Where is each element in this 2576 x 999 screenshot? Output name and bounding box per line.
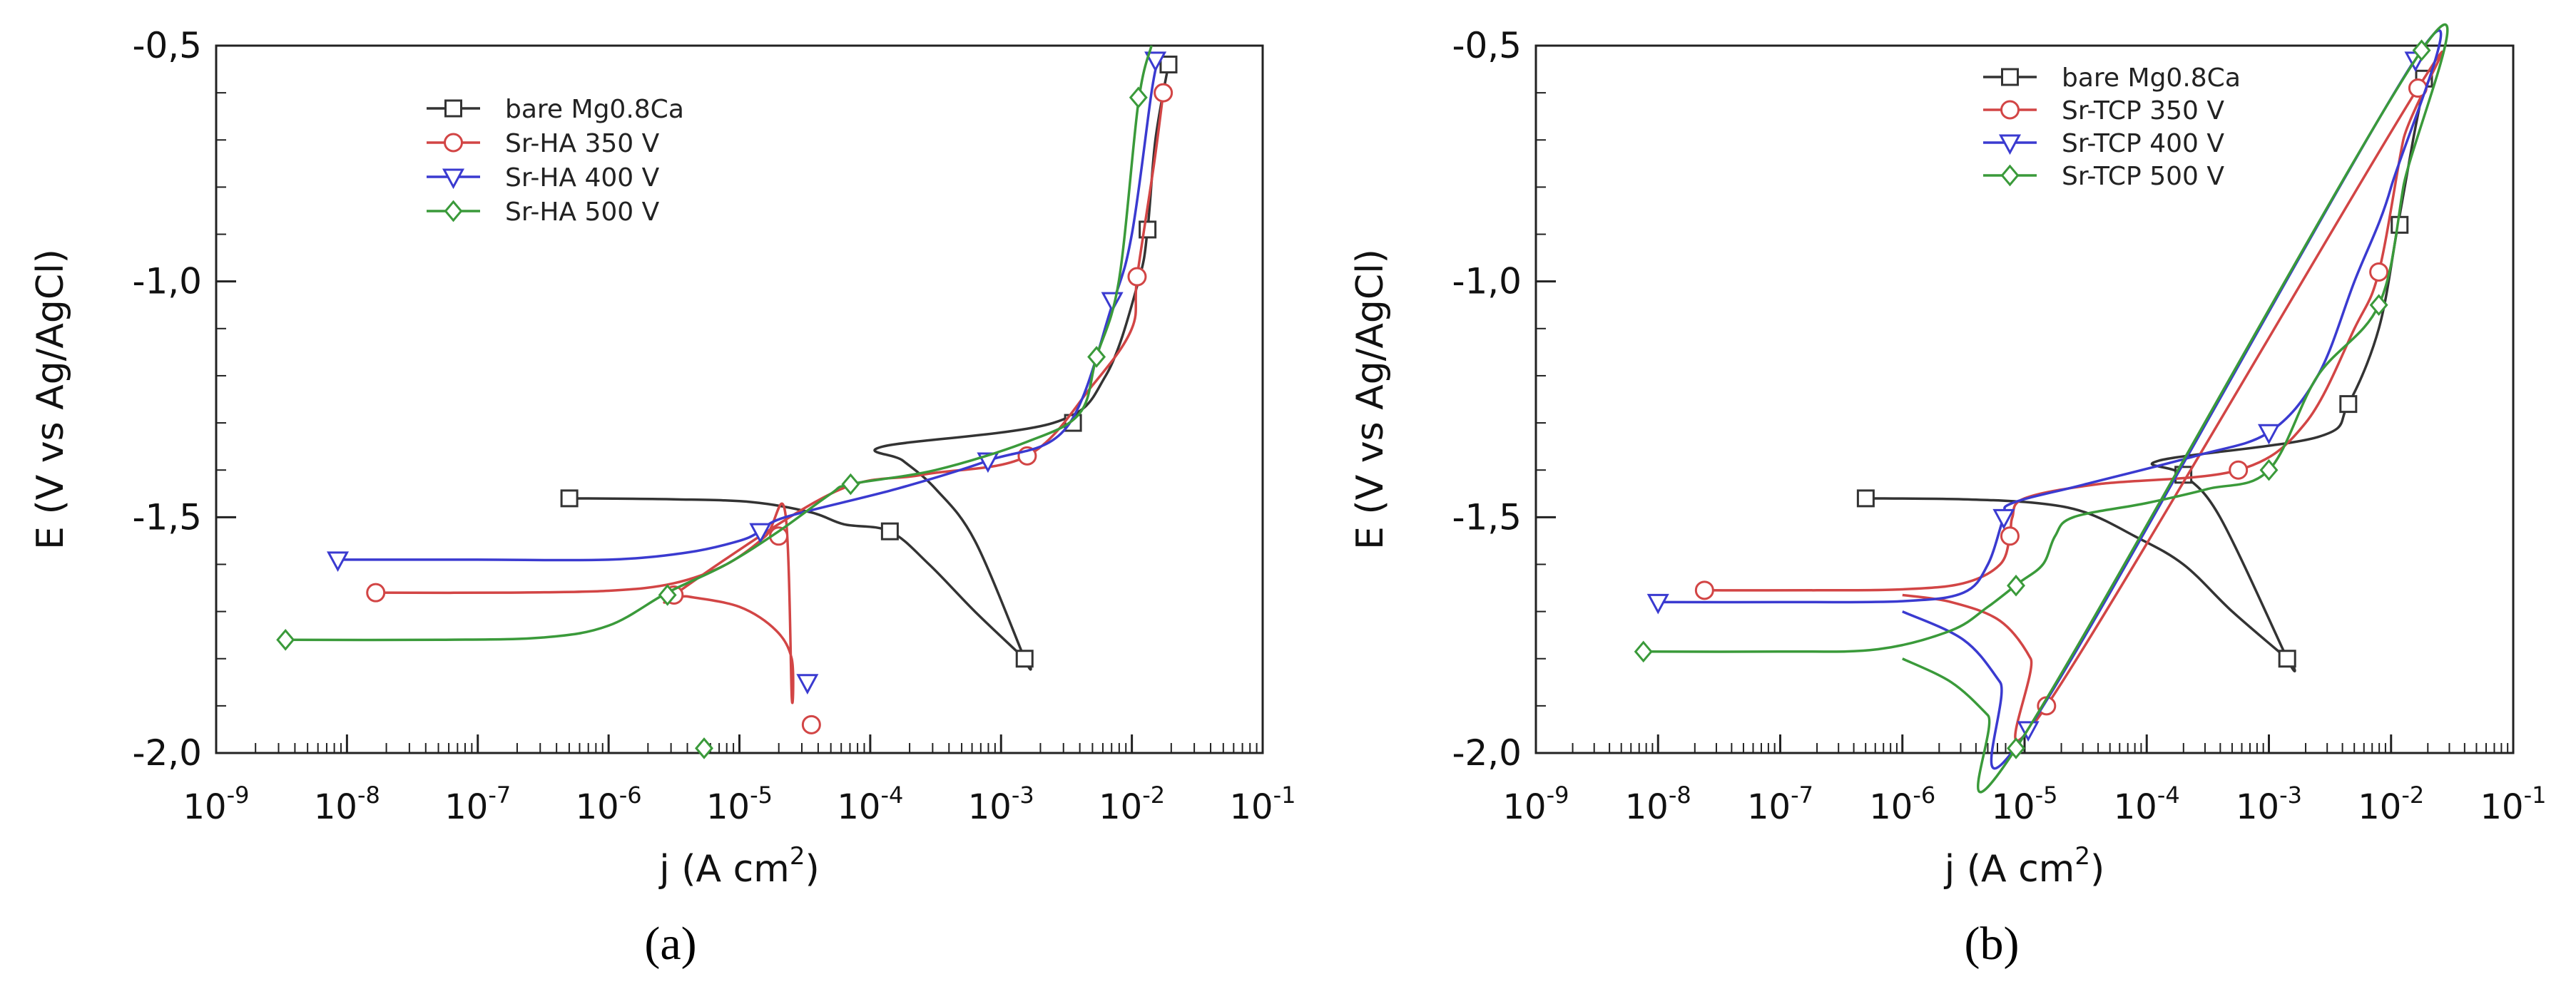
y-tick-label: -0,5 [1452,25,1522,66]
x-tick-label: 10-7 [444,782,511,827]
series-line [1704,51,2444,742]
data-point [880,522,899,541]
data-point [2007,737,2025,759]
data-point [1694,580,1714,600]
y-tick-label: -2,0 [132,732,202,774]
series-line [1643,24,2449,794]
legend-label: Sr-HA 400 V [505,163,660,193]
legend-marker [444,200,463,222]
x-tick-label: 10-2 [1099,782,1165,827]
x-tick-label: 10-4 [837,782,903,827]
data-point [1127,267,1147,287]
legend-label: bare Mg0.8Ca [2062,63,2241,93]
x-tick-label: 10-2 [2358,782,2424,827]
x-tick-label: 10-1 [2480,782,2547,827]
data-point [695,737,713,759]
panel-a-label: (a) [644,918,696,970]
x-tick-label: 10-3 [2236,782,2302,827]
data-point [2259,458,2279,481]
y-tick-label: -1,0 [1452,261,1522,302]
data-point [796,674,819,695]
series-sr-ha-500-v [276,45,1153,759]
y-tick-label: -2,0 [1452,732,1522,774]
series-sr-ha-400-v [327,51,1167,695]
x-tick-label: 10-1 [1230,782,1296,827]
legend-label: Sr-TCP 350 V [2062,96,2224,125]
legend: bare Mg0.8Ca Sr-TCP 350 V Sr-TCP 400 V Sr-T… [1983,63,2241,191]
data-point [749,523,772,544]
x-tick-label: 10-6 [1869,782,1935,827]
legend-marker [444,133,463,153]
data-point [2278,650,2296,668]
x-tick-label: 10-5 [1992,782,2058,827]
series-sr-tcp-500-v [1634,24,2449,794]
data-point [2369,294,2388,317]
data-point [2339,395,2358,414]
data-point [841,473,860,496]
legend-marker [2000,164,2020,187]
y-tick-label: -1,5 [1452,496,1522,538]
x-tick-label: 10-7 [1747,782,1813,827]
series-line [375,92,1165,705]
x-tick-label: 10-5 [706,782,773,827]
legend-marker [444,99,462,118]
data-point [1144,51,1167,72]
legend-label: Sr-HA 500 V [505,198,660,227]
data-point [2369,262,2389,282]
data-point [560,489,579,508]
data-point [1992,508,2015,530]
legend-label: Sr-HA 350 V [505,129,660,158]
x-axis-title: j (A cm2) [658,842,820,891]
data-point [327,551,350,573]
data-point [276,628,295,651]
x-tick-label: 10-4 [2114,782,2180,827]
data-point [1129,86,1148,109]
data-point [1087,346,1106,368]
data-point [2007,574,2025,597]
data-point [1015,650,1034,668]
legend-marker [2000,100,2020,120]
data-point [1159,55,1178,73]
series-line [1865,78,2427,672]
data-point [658,584,677,606]
y-tick-label: -0,5 [132,25,202,66]
series-line [285,45,1153,642]
x-tick-label: 10-9 [183,782,250,827]
data-point [2229,460,2249,480]
chart-panel-b: 10-9 10-8 10-7 10-6 10-5 10-4 10-3 10-2 10-1 -0,5… [1349,24,2546,891]
series-sr-tcp-350-v [1694,51,2444,742]
data-point [1154,83,1174,103]
x-tick-label: 10-3 [968,782,1034,827]
y-tick-label: -1,0 [132,261,202,302]
x-tick-label: 10-9 [1503,782,1569,827]
data-point [801,714,821,734]
legend: bare Mg0.8Ca Sr-HA 350 V Sr-HA 400 V Sr-HA … [427,95,684,227]
data-point [1634,640,1653,663]
series-line [337,59,1160,562]
data-point [366,583,386,603]
legend-marker [1998,134,2022,155]
x-tick-label: 10-8 [314,782,380,827]
data-point [2000,526,2020,546]
legend-label: Sr-TCP 400 V [2062,129,2224,158]
data-point [2412,39,2431,61]
legend-label: Sr-TCP 500 V [2062,162,2224,191]
data-point [2257,424,2281,445]
legend-marker [442,168,465,190]
x-axis-title: j (A cm2) [1944,842,2105,891]
y-tick-label: -1,5 [132,496,202,538]
x-tick-label: 10-8 [1625,782,1691,827]
data-point [1646,593,1669,615]
legend-label: bare Mg0.8Ca [505,95,684,124]
legend-marker [2001,68,2019,86]
panel-b-label: (b) [1965,918,2020,970]
chart-panel-a: 10-9 10-8 10-7 10-6 10-5 10-4 10-3 10-2 10-1 -0,5… [29,25,1295,891]
y-axis-title: E (V vs Ag/AgCl) [29,249,72,550]
y-axis-title: E (V vs Ag/AgCl) [1349,249,1392,550]
data-point [1856,489,1875,508]
x-tick-label: 10-6 [576,782,642,827]
